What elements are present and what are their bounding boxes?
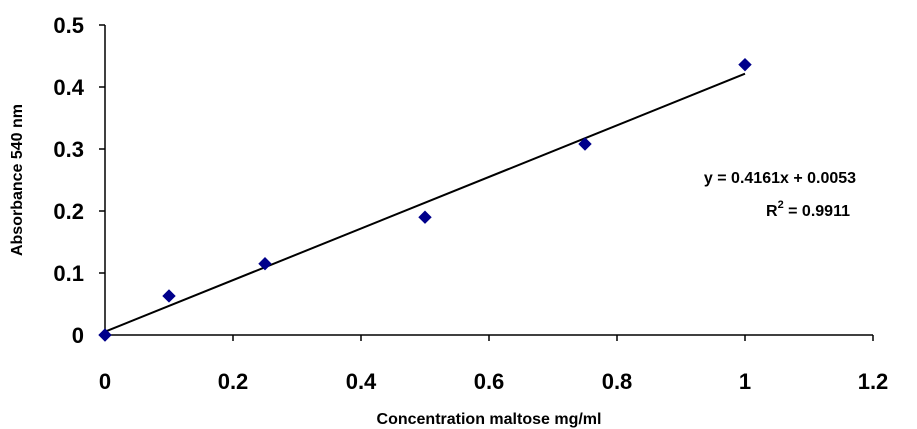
y-tick-label: 0.1 bbox=[53, 261, 84, 286]
data-point bbox=[98, 328, 112, 342]
r-squared-value: = 0.9911 bbox=[784, 203, 850, 220]
data-point bbox=[418, 210, 432, 224]
x-tick-label: 0.2 bbox=[218, 369, 249, 394]
x-tick-label: 0.6 bbox=[474, 369, 505, 394]
trendline-group bbox=[104, 72, 746, 333]
trendline-equation: y = 0.4161x + 0.0053 bbox=[704, 170, 856, 187]
y-ticks: 0 0.1 0.2 0.3 0.4 0.5 bbox=[53, 13, 105, 348]
x-tick-label: 1.2 bbox=[858, 369, 889, 394]
data-point bbox=[578, 137, 592, 151]
y-tick-label: 0.2 bbox=[53, 199, 84, 224]
y-tick-label: 0.5 bbox=[53, 13, 84, 38]
x-tick-label: 0.4 bbox=[346, 369, 377, 394]
r-squared-exponent: 2 bbox=[778, 199, 784, 211]
data-points bbox=[98, 57, 752, 342]
trendline-r-squared: R2 = 0.9911 bbox=[766, 199, 850, 220]
y-tick-label: 0 bbox=[72, 323, 84, 348]
r-squared-prefix: R bbox=[766, 203, 778, 220]
x-axis-title: Concentration maltose mg/ml bbox=[377, 411, 602, 428]
y-axis-title: Absorbance 540 nm bbox=[9, 104, 26, 256]
x-tick-label: 1 bbox=[739, 369, 751, 394]
y-tick-label: 0.4 bbox=[53, 75, 84, 100]
trendline bbox=[104, 72, 746, 333]
x-tick-label: 0.8 bbox=[602, 369, 633, 394]
data-point bbox=[738, 57, 752, 72]
y-tick-label: 0.3 bbox=[53, 137, 84, 162]
x-tick-label: 0 bbox=[99, 369, 111, 394]
data-point bbox=[162, 289, 176, 303]
x-ticks: 0 0.2 0.4 0.6 0.8 1 1.2 bbox=[99, 335, 888, 394]
data-point bbox=[258, 256, 272, 271]
